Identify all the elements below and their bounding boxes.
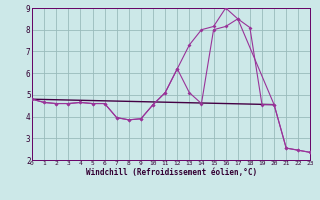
X-axis label: Windchill (Refroidissement éolien,°C): Windchill (Refroidissement éolien,°C) xyxy=(86,168,257,177)
